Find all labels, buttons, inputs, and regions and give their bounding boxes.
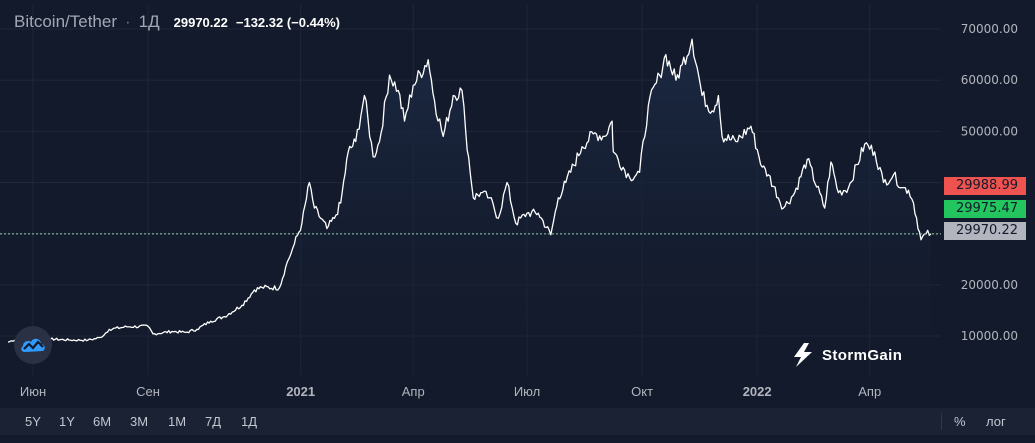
y-tick-label: 10000.00 (961, 329, 1018, 343)
y-tick-label: 20000.00 (961, 278, 1018, 292)
x-axis: Июн Сен 2021 Апр Июл Окт 2022 Апр (20, 384, 881, 399)
x-tick-label: Июл (514, 384, 540, 399)
range-button-7d[interactable]: 7Д (204, 414, 222, 429)
range-button-3m[interactable]: 3M (129, 414, 149, 429)
y-tick-label: 50000.00 (961, 124, 1018, 138)
range-button-1d[interactable]: 1Д (240, 414, 258, 429)
header-separator: · (125, 12, 131, 31)
series-line (7, 38, 932, 343)
price-change: −132.32 (−0.44%) (235, 15, 340, 30)
toolbar-separator (941, 413, 942, 430)
x-tick-label: Апр (858, 384, 881, 399)
y-tick-label: 70000.00 (961, 22, 1018, 36)
bottom-toolbar: 5Y 1Y 6M 3M 1M 7Д 1Д % лог (0, 408, 1035, 435)
cloud-chart-icon (21, 338, 45, 352)
range-button-1m[interactable]: 1M (167, 414, 187, 429)
price-line (7, 38, 932, 343)
stormgain-logo: StormGain (792, 343, 902, 367)
y-tick-label: 60000.00 (961, 73, 1018, 87)
x-tick-label: Июн (20, 384, 46, 399)
range-button-5y[interactable]: 5Y (25, 414, 41, 429)
range-button-6m[interactable]: 6M (92, 414, 112, 429)
last-price-tag: 29970.22 (944, 222, 1026, 240)
bid-price-tag: 29975.47 (944, 200, 1026, 218)
area-path (8, 39, 931, 375)
range-button-1y[interactable]: 1Y (59, 414, 75, 429)
last-price: 29970.22 (173, 15, 228, 30)
ask-price-tag: 29988.99 (944, 177, 1026, 195)
log-scale-button[interactable]: лог (986, 414, 1006, 429)
stormgain-badge[interactable] (14, 326, 52, 364)
x-tick-label: Апр (402, 384, 425, 399)
x-tick-label: 2022 (743, 384, 772, 399)
lightning-icon (794, 343, 812, 367)
percent-scale-button[interactable]: % (954, 414, 966, 429)
area-fill (8, 39, 931, 375)
x-tick-label: Сен (136, 384, 160, 399)
x-tick-label: 2021 (286, 384, 315, 399)
x-tick-label: Окт (631, 384, 653, 399)
logo-text: StormGain (822, 346, 903, 364)
symbol-title[interactable]: Bitcoin/Tether (14, 12, 117, 31)
chart-header: Bitcoin/Tether · 1Д 29970.22 −132.32 (−0… (14, 12, 340, 32)
interval-label[interactable]: 1Д (138, 12, 160, 31)
